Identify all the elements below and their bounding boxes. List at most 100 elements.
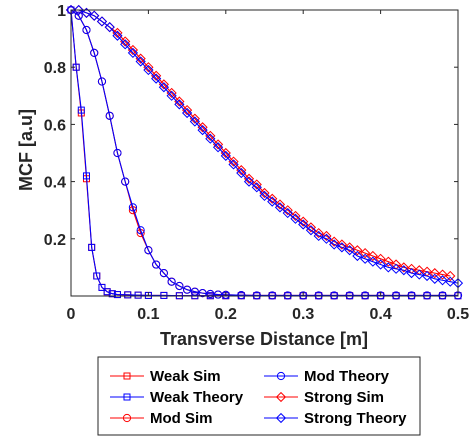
- data-point: [82, 172, 90, 180]
- data-point: [438, 291, 447, 300]
- data-point: [143, 62, 154, 73]
- legend-label: Mod Sim: [150, 410, 213, 427]
- data-point: [243, 173, 255, 184]
- legend-marker: [123, 372, 131, 380]
- data-point: [360, 253, 371, 264]
- data-point: [414, 269, 425, 280]
- x-tick-label: 0.1: [137, 306, 159, 323]
- data-point: [181, 104, 193, 116]
- data-point: [259, 190, 270, 202]
- x-tick-label: 0.4: [369, 306, 391, 323]
- data-point: [77, 106, 85, 114]
- legend: Weak Sim Mod Theory Weak Theory Strong Sim M…: [97, 356, 421, 436]
- data-point: [135, 53, 146, 64]
- data-point: [158, 82, 169, 93]
- data-point: [361, 291, 370, 300]
- data-point: [228, 156, 239, 167]
- data-point: [73, 4, 84, 16]
- legend-item-strong-sim: Strong Sim: [264, 389, 384, 406]
- data-point: [189, 116, 200, 127]
- data-point: [344, 245, 355, 256]
- series-line: [71, 9, 451, 277]
- data-point: [103, 288, 111, 296]
- data-point: [274, 202, 286, 213]
- data-point: [259, 187, 270, 199]
- data-point: [429, 268, 440, 279]
- data-point: [282, 205, 293, 216]
- data-point: [74, 11, 83, 20]
- data-point: [352, 245, 363, 256]
- data-point: [398, 262, 409, 273]
- data-point: [313, 230, 324, 242]
- data-point: [251, 182, 262, 193]
- y-tick-label: 0.4: [44, 175, 66, 192]
- legend-marker: [275, 412, 287, 424]
- data-point: [290, 210, 301, 222]
- legend-marker: [122, 413, 132, 423]
- data-point: [252, 291, 261, 300]
- data-point: [329, 239, 340, 250]
- data-point: [166, 90, 177, 101]
- data-point: [243, 176, 255, 187]
- y-axis-title: MCF [a.u]: [16, 109, 36, 191]
- data-point: [344, 242, 355, 253]
- data-point: [267, 196, 278, 207]
- data-point: [421, 270, 433, 282]
- data-point: [82, 25, 91, 35]
- axes: 0 0.1 0.2 0.3 0.4 0.5 0.2 0.4 0.6 0.8 1: [44, 3, 469, 323]
- data-point: [124, 291, 132, 299]
- data-point: [336, 239, 348, 250]
- data-point: [108, 290, 116, 298]
- data-point: [112, 30, 123, 41]
- data-point: [97, 77, 107, 86]
- y-tick-label: 1: [57, 3, 66, 20]
- y-tick-label: 0.2: [44, 232, 66, 249]
- x-tick-label: 0.5: [447, 306, 469, 323]
- data-point: [383, 256, 394, 267]
- data-point: [375, 253, 386, 264]
- data-point: [143, 64, 154, 76]
- x-axis-title: Transverse Distance [m]: [160, 329, 368, 349]
- data-point: [345, 291, 354, 300]
- data-point: [367, 256, 378, 267]
- data-point: [290, 213, 301, 224]
- data-point: [298, 216, 309, 227]
- data-point: [429, 273, 440, 284]
- data-point: [128, 203, 138, 212]
- data-point: [251, 179, 262, 190]
- data-point: [336, 242, 348, 253]
- data-point: [135, 56, 146, 67]
- data-point: [189, 113, 200, 124]
- legend-label: Strong Theory: [304, 410, 407, 427]
- data-point: [228, 159, 239, 170]
- data-point: [120, 39, 131, 50]
- data-point: [205, 133, 216, 144]
- data-point: [398, 265, 409, 276]
- data-point: [375, 259, 386, 270]
- legend-item-weak-sim: Weak Sim: [110, 368, 221, 385]
- legend-label: Weak Sim: [150, 368, 221, 385]
- data-point: [175, 281, 184, 291]
- data-point: [437, 269, 448, 280]
- data-point: [221, 290, 230, 299]
- data-point: [314, 291, 323, 300]
- x-tick-label: 0.2: [215, 306, 237, 323]
- data-point: [90, 48, 99, 58]
- data-point: [120, 36, 131, 47]
- data-point: [190, 287, 199, 296]
- data-point: [93, 272, 101, 280]
- data-point: [113, 291, 121, 299]
- data-point: [206, 289, 215, 299]
- legend-label: Mod Theory: [304, 368, 390, 385]
- data-point: [212, 139, 224, 150]
- data-point: [352, 250, 363, 262]
- data-point: [89, 10, 100, 21]
- legend-item-strong-theory: Strong Theory: [264, 410, 407, 427]
- y-tick-label: 0.8: [44, 60, 66, 77]
- y-tick-label: 0.6: [44, 117, 66, 134]
- data-point: [174, 99, 185, 110]
- data-point: [152, 260, 161, 269]
- data-point: [205, 130, 216, 141]
- series-line: [71, 9, 459, 284]
